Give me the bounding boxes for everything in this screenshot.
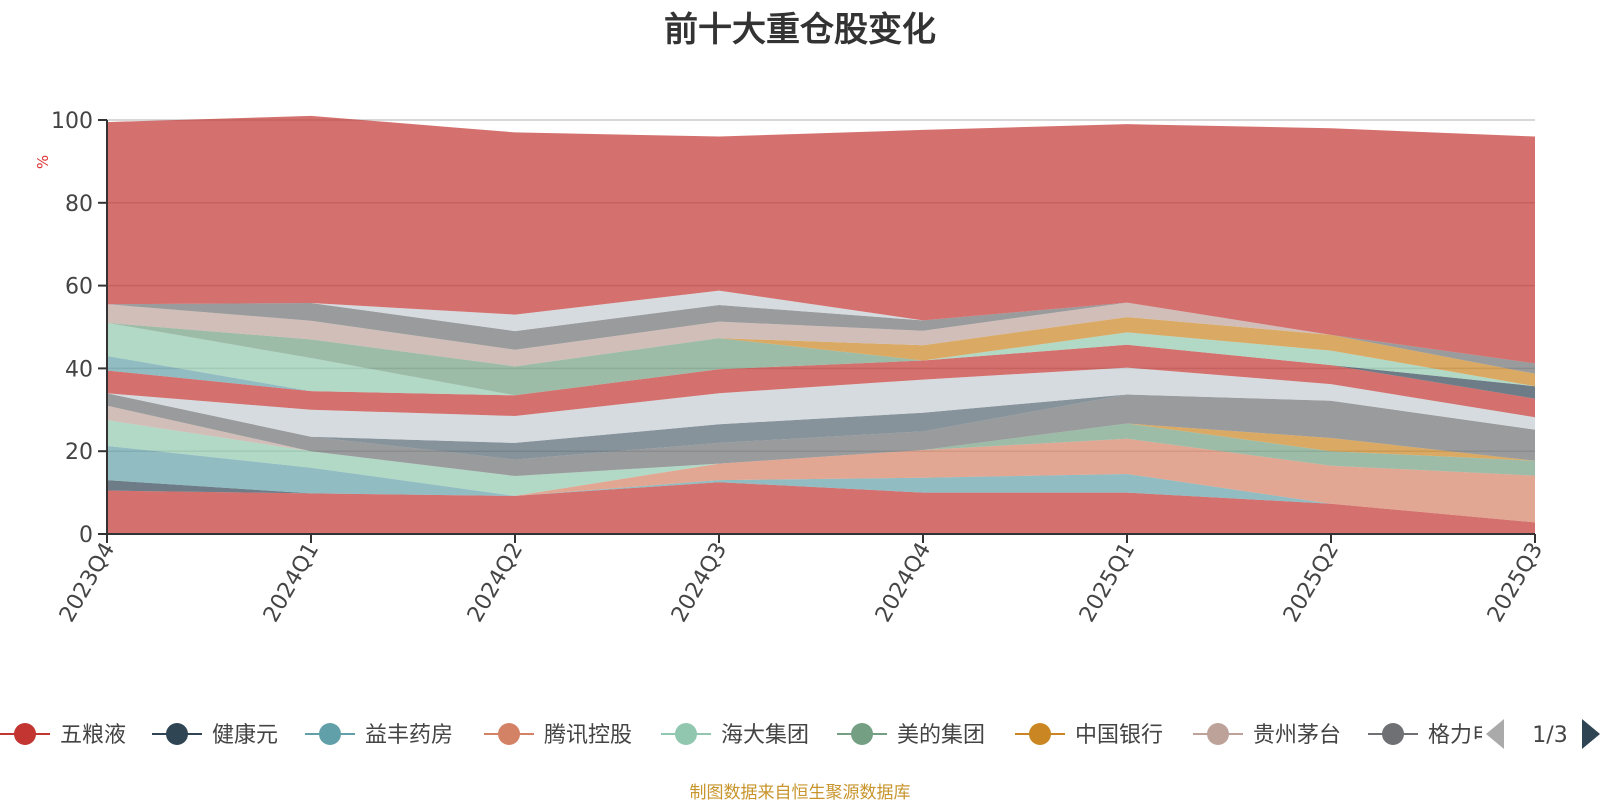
x-tick-label: 2024Q2	[463, 539, 528, 627]
legend-circle-marker	[166, 723, 188, 745]
area-series-3	[107, 438, 1535, 523]
legend-circle-marker	[851, 723, 873, 745]
area-series-10	[107, 367, 1535, 443]
legend-circle-marker	[1382, 723, 1404, 745]
legend-circle-marker	[1207, 723, 1229, 745]
area-series-14	[107, 322, 1535, 396]
area-series-17	[107, 302, 1535, 374]
area-layer	[107, 115, 1535, 534]
y-tick-label: 40	[65, 357, 93, 382]
legend-item-2[interactable]: 益丰药房	[305, 723, 453, 748]
legend-page-indicator: 1/3	[1532, 723, 1567, 748]
y-axis-label: %	[34, 155, 52, 169]
legend-label: 中国银行	[1075, 723, 1163, 748]
area-series-16	[107, 317, 1535, 387]
area-series-5	[107, 420, 1535, 477]
legend-label: 美的集团	[897, 723, 985, 748]
area-series-20	[107, 115, 1535, 364]
area-series-11	[107, 344, 1535, 418]
legend-item-1[interactable]: 健康元	[152, 723, 278, 748]
x-tick-label: 2024Q1	[259, 539, 324, 627]
legend-item-8[interactable]: 格力电器	[1368, 723, 1516, 748]
area-series-0	[107, 482, 1535, 534]
x-tick-label: 2025Q3	[1483, 539, 1548, 627]
legend-label: 格力电器	[1428, 723, 1516, 748]
y-tick-label: 20	[65, 440, 93, 465]
area-series-9	[107, 393, 1535, 460]
legend-circle-marker	[675, 723, 697, 745]
legend-prev-page-icon[interactable]	[1486, 719, 1504, 749]
legend[interactable]: 五粮液 健康元 益丰药房 腾讯控股 海大集团 美的集团 中国银行 贵州茅台 格力电器 1/3	[0, 719, 1600, 749]
legend-item-0[interactable]: 五粮液	[0, 723, 126, 748]
y-tick-label: 0	[79, 523, 93, 548]
legend-circle-marker	[319, 723, 341, 745]
x-tick-label: 2024Q4	[871, 539, 936, 627]
legend-item-5[interactable]: 美的集团	[837, 723, 985, 748]
legend-item-3[interactable]: 腾讯控股	[484, 723, 632, 748]
legend-label: 健康元	[212, 723, 278, 748]
area-series-18	[107, 302, 1535, 374]
area-series-2	[107, 445, 1535, 523]
legend-item-7[interactable]: 贵州茅台	[1193, 723, 1341, 748]
legend-item-4[interactable]: 海大集团	[661, 723, 809, 748]
legend-circle-marker	[14, 723, 36, 745]
y-tick-label: 100	[51, 109, 93, 134]
legend-label: 海大集团	[721, 723, 809, 748]
area-series-8	[107, 393, 1535, 477]
y-tick-label: 80	[65, 192, 93, 217]
legend-circle-marker	[498, 723, 520, 745]
x-tick-label: 2024Q3	[667, 539, 732, 627]
legend-circle-marker	[1029, 723, 1051, 745]
legend-label: 五粮液	[60, 723, 126, 748]
x-tick-label: 2025Q2	[1279, 539, 1344, 627]
legend-next-page-icon[interactable]	[1582, 719, 1600, 749]
chart-title: 前十大重仓股变化	[664, 10, 936, 50]
legend-label: 腾讯控股	[544, 723, 632, 748]
x-tick-label: 2025Q1	[1075, 539, 1140, 627]
area-series-4	[107, 420, 1535, 496]
area-series-15	[107, 322, 1535, 396]
data-source-note: 制图数据来自恒生聚源数据库	[689, 783, 911, 803]
legend-label: 益丰药房	[365, 723, 453, 748]
legend-label: 贵州茅台	[1253, 723, 1341, 748]
x-tick-label: 2023Q4	[55, 539, 120, 627]
y-tick-label: 60	[65, 275, 93, 300]
legend-item-6[interactable]: 中国银行	[1015, 723, 1163, 748]
